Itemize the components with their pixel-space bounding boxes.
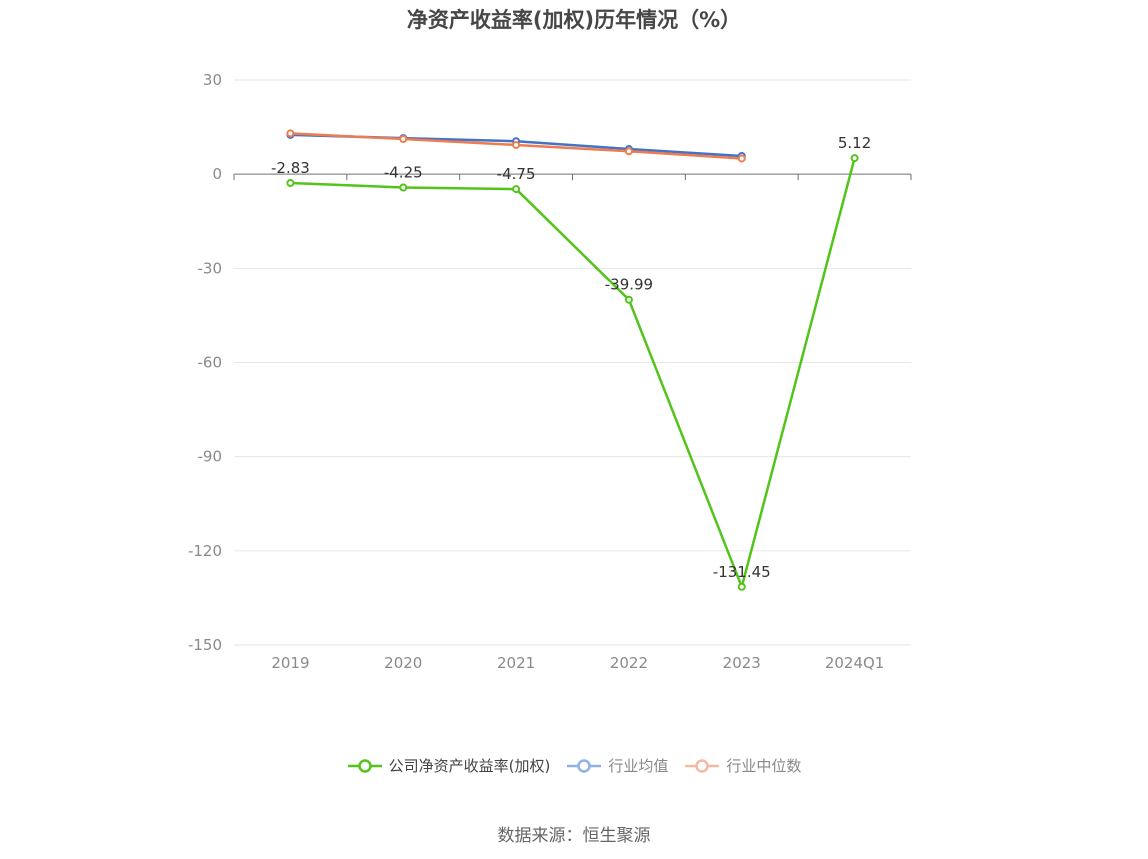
legend-item-company[interactable]: 公司净资产收益率(加权) xyxy=(347,755,551,776)
data-point xyxy=(624,295,633,304)
series-lines xyxy=(286,129,859,591)
data-point xyxy=(286,129,295,138)
data-label: -4.75 xyxy=(497,165,536,183)
x-tick-label: 2024Q1 xyxy=(825,654,885,672)
data-labels: -2.83 -4.25 -4.75 -39.99 -131.45 5.12 xyxy=(271,134,871,581)
legend: 公司净资产收益率(加权) 行业均值 行业中位数 xyxy=(0,755,1148,776)
legend-item-industry-median[interactable]: 行业中位数 xyxy=(684,755,801,776)
y-tick-label: -150 xyxy=(188,636,222,654)
data-point xyxy=(399,135,408,144)
data-point xyxy=(512,185,521,194)
series-line xyxy=(290,157,856,589)
data-source: 数据来源：恒生聚源 xyxy=(497,826,651,846)
data-point xyxy=(624,147,633,156)
x-tick-label: 2022 xyxy=(610,654,648,672)
x-tick-label: 2019 xyxy=(271,654,309,672)
x-tick-label: 2020 xyxy=(384,654,422,672)
y-tick-label: -120 xyxy=(188,542,222,560)
data-label: -4.25 xyxy=(384,164,423,182)
data-point xyxy=(399,183,408,192)
y-tick-label: -90 xyxy=(198,448,223,466)
y-tick-label: 0 xyxy=(212,165,222,183)
legend-label: 公司净资产收益率(加权) xyxy=(388,757,551,775)
chart-title: 净资产收益率(加权)历年情况（%） xyxy=(406,8,742,32)
legend-line-marker-icon xyxy=(567,758,602,773)
data-label: -131.45 xyxy=(713,563,771,581)
legend-line-marker-icon xyxy=(685,758,720,773)
data-point xyxy=(850,154,859,163)
data-label: -2.83 xyxy=(271,159,310,177)
y-tick-label: -30 xyxy=(198,259,223,277)
data-point xyxy=(512,140,521,149)
legend-item-industry-mean[interactable]: 行业均值 xyxy=(566,755,668,776)
data-point xyxy=(737,154,746,163)
data-label: 5.12 xyxy=(838,134,871,152)
y-tick-label: -60 xyxy=(198,354,223,372)
data-point xyxy=(737,582,746,591)
legend-label: 行业均值 xyxy=(608,757,669,775)
x-axis: 2019 2020 2021 2022 2023 2024Q1 xyxy=(233,173,912,672)
y-tick-label: 30 xyxy=(203,71,222,89)
legend-line-marker-icon xyxy=(347,758,382,773)
x-tick-label: 2023 xyxy=(723,654,761,672)
data-label: -39.99 xyxy=(605,276,653,294)
data-point xyxy=(286,179,295,188)
x-tick-label: 2021 xyxy=(497,654,535,672)
y-axis-ticks: 30 0 -30 -60 -90 -120 -150 xyxy=(188,71,222,654)
grid-lines xyxy=(234,79,911,646)
legend-label: 行业中位数 xyxy=(726,757,802,775)
